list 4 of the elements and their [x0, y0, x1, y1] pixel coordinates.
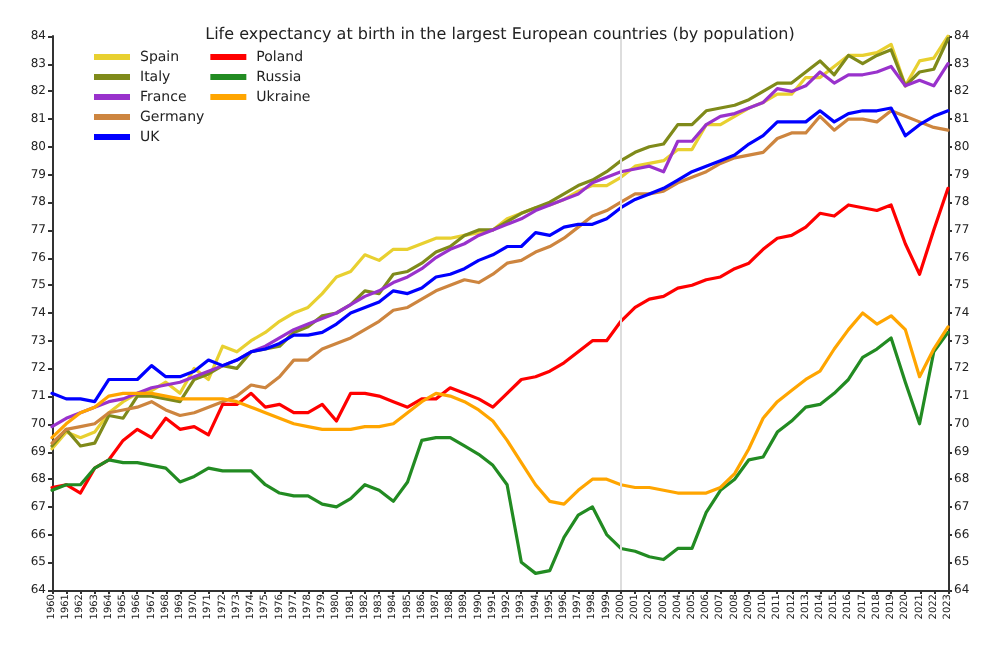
chart-title: Life expectancy at birth in the largest European countries (by population) — [205, 25, 795, 43]
line-series — [50, 311, 950, 506]
line-series — [50, 186, 950, 495]
line-series — [50, 330, 950, 575]
